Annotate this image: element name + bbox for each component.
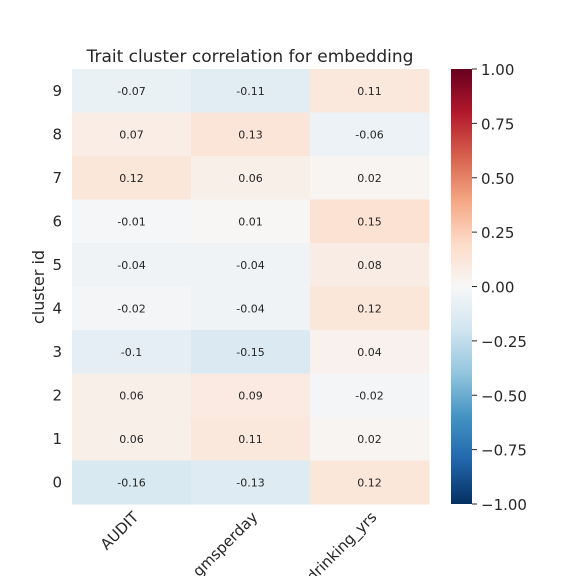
colorbar-tick-label: 0.00 (481, 279, 514, 297)
cell-value-label: 0.11 (238, 433, 263, 446)
heatmap-cell (310, 286, 430, 331)
cell-value-label: 0.04 (357, 346, 382, 359)
heatmap-cell (310, 199, 430, 244)
cell-value-label: 0.01 (238, 215, 263, 228)
heatmap-cell (191, 243, 311, 287)
heatmap-cell (310, 417, 430, 461)
heatmap-cell (72, 330, 192, 374)
cell-value-label: -0.01 (117, 215, 145, 228)
cell-value-label: 0.13 (238, 128, 263, 141)
colorbar-tick-label: 0.75 (481, 115, 514, 133)
heatmap-cells: -0.07 -0.11 0.11 0.07 0.13 -0.06 0.12 0.06 0.02 -… (72, 69, 430, 505)
cell-value-label: 0.15 (357, 215, 382, 228)
heatmap-cell (72, 199, 192, 244)
cell-value-label: 0.02 (357, 172, 382, 185)
heatmap-cell (72, 69, 192, 113)
cell-value-label: -0.06 (355, 128, 383, 141)
cell-value-label: -0.16 (117, 476, 145, 489)
cell-value-label: 0.06 (238, 172, 263, 185)
y-tick-label: 9 (52, 82, 62, 100)
heatmap-cell (191, 330, 311, 374)
colorbar-tick-label: 0.50 (481, 170, 514, 188)
cell-value-label: -0.11 (236, 85, 264, 98)
cell-value-label: -0.13 (236, 476, 264, 489)
heatmap-cell (191, 373, 311, 418)
y-tick-label: 1 (52, 430, 62, 448)
x-tick-label: gmsperday (189, 508, 261, 576)
heatmap-cell (72, 243, 192, 287)
y-tick-label: 3 (52, 343, 62, 361)
heatmap-cell (191, 286, 311, 331)
heatmap-cell (310, 330, 430, 374)
colorbar-tick-label: 1.00 (481, 61, 514, 79)
y-tick-label: 5 (52, 256, 62, 274)
heatmap-cell (72, 417, 192, 461)
cell-value-label: 0.09 (238, 389, 263, 402)
heatmap-cell (72, 156, 192, 200)
cell-value-label: -0.04 (236, 302, 264, 315)
x-tick-labels: AUDIT gmsperday drinking_yrs (97, 508, 381, 576)
y-tick-label: 7 (52, 169, 62, 187)
cell-value-label: -0.07 (117, 85, 145, 98)
cell-value-label: 0.07 (119, 128, 144, 141)
heatmap-cell (191, 69, 311, 113)
cell-value-label: -0.02 (355, 389, 383, 402)
y-tick-label: 0 (52, 473, 62, 491)
y-tick-label: 4 (52, 299, 62, 317)
y-tick-label: 2 (52, 386, 62, 404)
heatmap-cell (72, 112, 192, 157)
heatmap-cell (310, 112, 430, 157)
heatmap-cell (191, 417, 311, 461)
y-tick-labels: 9 8 7 6 5 4 3 2 1 0 (52, 82, 62, 492)
heatmap-cell (191, 156, 311, 200)
cell-value-label: -0.1 (121, 346, 142, 359)
cell-value-label: 0.12 (119, 172, 144, 185)
heatmap-cell (310, 243, 430, 287)
cell-value-label: -0.15 (236, 346, 264, 359)
x-tick-label: AUDIT (97, 508, 143, 554)
colorbar-tick-label: −0.25 (481, 333, 527, 351)
colorbar-tick-label: −0.75 (481, 442, 527, 460)
heatmap-cell (72, 286, 192, 331)
colorbar-tick-label: −0.50 (481, 387, 527, 405)
heatmap-cell (310, 460, 430, 505)
y-axis-label: cluster id (29, 250, 48, 324)
heatmap-cell (310, 373, 430, 418)
heatmap-cell (191, 460, 311, 505)
cell-value-label: 0.11 (357, 85, 382, 98)
colorbar-tick-label: 0.25 (481, 224, 514, 242)
heatmap-cell (72, 460, 192, 505)
heatmap-cell (72, 373, 192, 418)
heatmap-cell (191, 112, 311, 157)
cell-value-label: 0.12 (357, 476, 382, 489)
cell-value-label: -0.04 (117, 259, 145, 272)
cell-value-label: -0.02 (117, 302, 145, 315)
colorbar-gradient (451, 69, 472, 504)
cell-value-label: 0.12 (357, 302, 382, 315)
heatmap-cell (310, 69, 430, 113)
heatmap-cell (310, 156, 430, 200)
x-tick-label: drinking_yrs (303, 508, 381, 576)
colorbar: 1.00 0.75 0.50 0.25 0.00 −0.25 −0.50 −0.75 −1.00 (451, 61, 527, 514)
y-tick-label: 8 (52, 125, 62, 143)
cell-value-label: 0.06 (119, 433, 144, 446)
cell-value-label: 0.08 (357, 259, 382, 272)
cell-value-label: 0.06 (119, 389, 144, 402)
cell-value-label: -0.04 (236, 259, 264, 272)
colorbar-tick-label: −1.00 (481, 496, 527, 514)
y-tick-label: 6 (52, 212, 62, 230)
heatmap-cell (191, 199, 311, 244)
cell-value-label: 0.02 (357, 433, 382, 446)
chart-title: Trait cluster correlation for embedding (86, 47, 414, 67)
